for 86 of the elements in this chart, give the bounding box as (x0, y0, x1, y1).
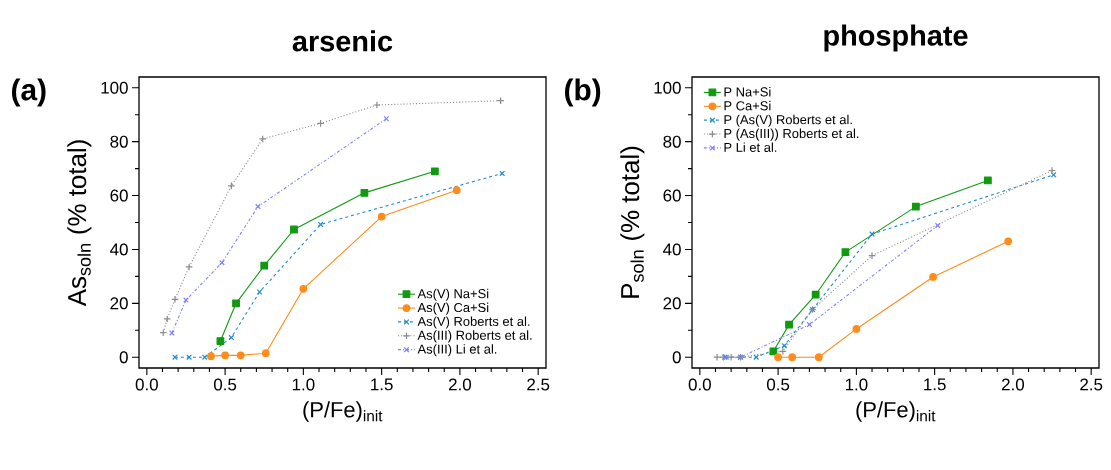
y-tick-label: 40 (663, 243, 681, 256)
legend-label: P (As(V) Roberts et al. (724, 114, 852, 127)
y-tick-label: 40 (110, 243, 128, 256)
text: (a) (12, 78, 46, 107)
x-tick-label: 2.0 (448, 378, 472, 391)
point (255, 203, 261, 210)
y-tick-label: 100 (654, 81, 681, 94)
point (499, 170, 506, 177)
legend-label: As(V) Ca+Si (417, 302, 489, 315)
y-tick-label: 60 (663, 189, 681, 202)
point (216, 337, 225, 345)
x-tick-label: 2.5 (1080, 378, 1103, 391)
x-axis-title: (P/Fe)$_{init}$ (303, 401, 383, 422)
point (934, 222, 941, 229)
point (236, 351, 245, 360)
y-axis-title: As$_{soln}$ (% total) (67, 140, 92, 307)
point (221, 351, 229, 360)
chart-title: arsenic (292, 30, 393, 52)
legend-label: P Na+Si (724, 87, 771, 97)
point (727, 353, 736, 362)
y-tick-label: 60 (110, 189, 128, 202)
point (172, 354, 178, 361)
y-tick-label: 20 (663, 297, 681, 310)
point (186, 354, 193, 361)
point (258, 135, 267, 143)
x-tick-label: 2.0 (1002, 378, 1025, 391)
x-tick-label: 0.5 (766, 378, 790, 391)
x-tick-label: 1.5 (371, 378, 393, 391)
point (713, 353, 721, 362)
point (219, 259, 225, 266)
point (171, 295, 179, 304)
y-tick-label: 100 (101, 81, 128, 94)
point (811, 290, 820, 299)
point (452, 186, 461, 195)
point (788, 353, 797, 362)
x-tick-label: 0.0 (688, 378, 711, 391)
point (185, 263, 193, 271)
y-tick-label: 80 (663, 135, 681, 148)
point (168, 330, 175, 336)
legend-label: As(III) Li et al. (417, 344, 497, 357)
point (841, 248, 850, 257)
legend-label: As(V) Na+Si (417, 288, 489, 301)
point (911, 202, 920, 211)
point (299, 284, 308, 293)
point (983, 176, 992, 185)
point (377, 212, 386, 221)
point (373, 101, 381, 109)
x-tick-label: 1.0 (845, 378, 868, 391)
point (256, 289, 263, 295)
x-tick-label: 0.0 (135, 378, 158, 391)
x-tick-label: 2.5 (527, 378, 550, 391)
point (785, 320, 793, 329)
point (290, 225, 298, 234)
point (1048, 166, 1056, 175)
x-tick-label: 1.5 (924, 378, 946, 391)
point (260, 261, 269, 270)
point (227, 181, 236, 190)
y-tick-label: 0 (119, 351, 128, 364)
y-tick-label: 80 (110, 135, 128, 148)
x-axis-title: (P/Fe)$_{init}$ (856, 401, 936, 422)
point (207, 352, 215, 361)
point (430, 167, 439, 176)
point (814, 353, 823, 362)
point (929, 273, 937, 281)
y-tick-label: 0 (672, 351, 681, 364)
point (228, 334, 235, 341)
legend-label: P (As(III)) Roberts et al. (724, 128, 859, 141)
point (769, 347, 778, 356)
legend-label: As(III) Roberts et al. (417, 330, 532, 343)
point (852, 325, 861, 333)
legend-label: P Li et al. (724, 142, 777, 152)
point (868, 251, 876, 260)
point (360, 188, 369, 197)
y-tick-label: 20 (110, 297, 128, 310)
chart-title: phosphate (824, 24, 968, 52)
legend-label: As(V) Roberts et al. (417, 316, 530, 329)
text: (b) (565, 78, 601, 107)
x-tick-label: 1.0 (292, 378, 315, 391)
legend-label: P Ca+Si (724, 100, 771, 111)
x-tick-label: 0.5 (213, 378, 237, 391)
point (261, 349, 270, 358)
point (163, 315, 172, 323)
point (1004, 237, 1013, 246)
point (232, 299, 240, 308)
y-axis-title: P$_{soln}$ (% total) (620, 146, 645, 298)
point (774, 353, 782, 362)
